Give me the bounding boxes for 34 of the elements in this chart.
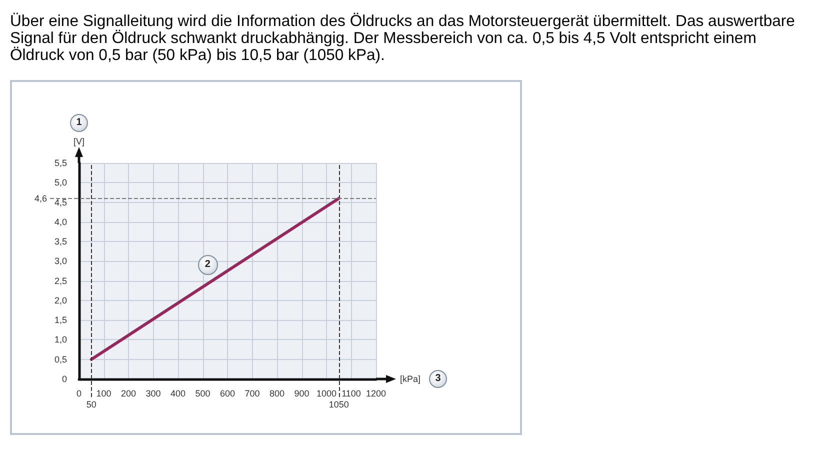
numbered-circle: 1 — [70, 114, 88, 132]
chart-title: Über eine Signalleitung wird die Information des Öldrucks an das Motorsteuergerät übermittelt. Das auswertbare Signal für den Öldruck schwankt druckabhängig. Der Messbereich von ca. 0,5 bis 4,5 Volt entspricht einem Öldruck von 0,5 bar (50 kPa) bis 10,5 bar (1050 kPa). — [10, 13, 796, 64]
x-tick-label: 1000 — [316, 388, 337, 398]
x-axis-title: [kPa] — [400, 374, 421, 384]
y-tick-label: 5,5 — [54, 158, 67, 168]
annotation: 2 — [204, 259, 210, 270]
y-axis-title: [V] — [73, 136, 85, 146]
x-tick-label: 600 — [220, 388, 236, 398]
x-tick-label: 1200 — [366, 388, 386, 398]
ref-line-label: 50 — [86, 400, 96, 410]
y-tick-label: 2,0 — [54, 295, 67, 306]
x-tick-label: 1100 — [342, 388, 361, 398]
y-tick-label: 4,5 — [54, 197, 67, 208]
x-tick-label: 0 — [76, 388, 82, 398]
y-tick-label: 1,0 — [54, 334, 67, 345]
x-tick-label: 800 — [269, 388, 285, 398]
y-tick-label: 4,0 — [54, 216, 67, 227]
x-tick-label: 500 — [195, 388, 210, 398]
x-tick-label: 300 — [146, 388, 161, 398]
numbered-circle: 3 — [429, 370, 447, 388]
x-tick-label: 900 — [294, 388, 310, 398]
y-tick-label: 0,5 — [54, 354, 67, 364]
x-tick-label: 400 — [170, 388, 186, 398]
y-tick-label: 3,0 — [54, 256, 67, 266]
y-tick-label: 5,0 — [54, 178, 67, 188]
y-tick-label: 3,5 — [54, 236, 67, 247]
ref-line-label: 1050 — [328, 400, 349, 410]
y-tick-label: 2,5 — [54, 276, 67, 286]
y-tick-label: 0 — [62, 374, 67, 384]
x-tick-label: 100 — [96, 388, 112, 398]
x-tick-label: 700 — [244, 388, 260, 398]
ref-line-label: 4,6 — [34, 193, 47, 204]
y-tick-label: 1,5 — [54, 315, 67, 326]
x-tick-label: 200 — [120, 388, 136, 398]
